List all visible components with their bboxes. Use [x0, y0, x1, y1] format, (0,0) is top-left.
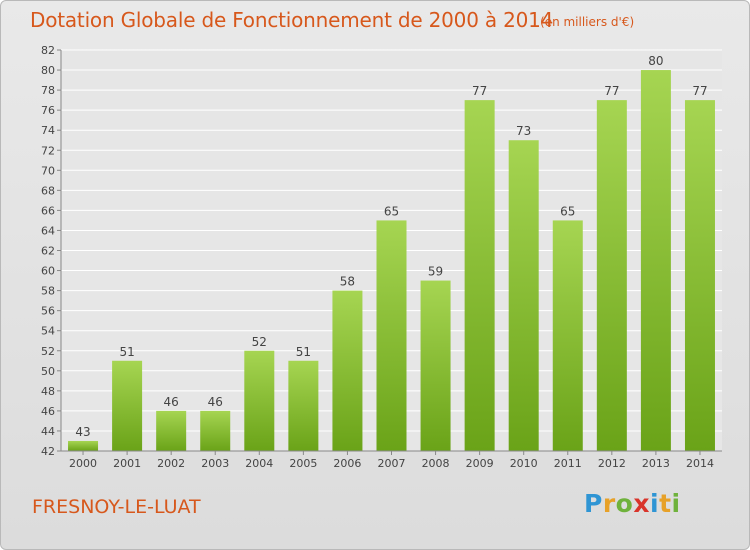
logo-letter: r: [602, 489, 616, 518]
y-tick-label: 48: [41, 385, 55, 398]
y-tick-label: 70: [41, 164, 55, 177]
bar-value-label: 65: [384, 204, 399, 218]
bar-value-label: 65: [560, 204, 575, 218]
x-tick-label: 2008: [422, 457, 450, 470]
commune-name: FRESNOY-LE-LUAT: [32, 496, 201, 518]
y-tick-label: 52: [41, 345, 55, 358]
bar-2010: [508, 140, 539, 451]
x-tick-label: 2011: [554, 457, 582, 470]
bar-value-label: 46: [164, 395, 179, 409]
chart-title: Dotation Globale de Fonctionnement de 20…: [30, 8, 554, 32]
x-tick-label: 2002: [157, 457, 185, 470]
bars: 43 51 46 46 52 51 58 65 59 77 73 65 77 80 77: [68, 54, 715, 452]
bar-value-label: 51: [296, 345, 311, 359]
y-tick-label: 56: [41, 305, 55, 318]
y-tick-label: 76: [41, 104, 55, 117]
bar-value-label: 51: [119, 345, 134, 359]
bar-value-label: 73: [516, 124, 531, 138]
y-tick-label: 82: [41, 44, 55, 57]
y-tick-label: 42: [41, 445, 55, 458]
bar-value-label: 77: [692, 84, 707, 98]
x-tick-label: 2009: [466, 457, 494, 470]
bar-2003: [200, 410, 231, 451]
proxiti-logo: Proxiti: [584, 489, 681, 518]
x-tick-label: 2006: [333, 457, 361, 470]
y-tick-label: 46: [41, 405, 55, 418]
bar-2013: [640, 70, 671, 452]
x-tick-label: 2013: [642, 457, 670, 470]
bar-2014: [684, 100, 715, 451]
y-tick-label: 62: [41, 245, 55, 258]
bar-2005: [288, 360, 319, 451]
x-tick-label: 2014: [686, 457, 714, 470]
y-axis-ticks: 42 44 46 48 50 52 54 56 58 60 62 64 66 68 70 72 74 76 78 80…: [41, 44, 61, 458]
logo-letter: i: [650, 489, 660, 518]
bar-2009: [464, 100, 495, 451]
logo-letter: i: [671, 489, 681, 518]
bar-2007: [376, 220, 407, 451]
x-axis-ticks: 2000 2001 2002 2003 2004 2005 2006 2007 2008 2009…: [69, 451, 714, 470]
x-tick-label: 2003: [201, 457, 229, 470]
bar-value-label: 77: [604, 84, 619, 98]
bar-2000: [68, 440, 99, 451]
bar-value-label: 80: [648, 54, 663, 68]
y-tick-label: 68: [41, 184, 55, 197]
bar-2006: [332, 290, 363, 451]
chart-subtitle: (en milliers d'€): [540, 15, 635, 29]
bar-2011: [552, 220, 583, 451]
x-tick-label: 2001: [113, 457, 141, 470]
logo-letter: o: [615, 489, 634, 518]
logo-letter: x: [633, 489, 650, 518]
bar-2004: [244, 350, 275, 451]
bar-value-label: 52: [252, 335, 267, 349]
y-tick-label: 74: [41, 124, 55, 137]
x-tick-label: 2012: [598, 457, 626, 470]
bar-2012: [596, 100, 627, 451]
y-tick-label: 50: [41, 365, 55, 378]
bar-value-label: 59: [428, 265, 443, 279]
x-tick-label: 2007: [378, 457, 406, 470]
y-tick-label: 66: [41, 204, 55, 217]
x-tick-label: 2010: [510, 457, 538, 470]
bar-2008: [420, 280, 451, 451]
y-tick-label: 60: [41, 265, 55, 278]
bar-value-label: 58: [340, 275, 355, 289]
bar-2002: [156, 410, 187, 451]
y-tick-label: 44: [41, 425, 55, 438]
y-tick-label: 64: [41, 224, 55, 237]
x-tick-label: 2000: [69, 457, 97, 470]
bar-value-label: 43: [75, 425, 90, 439]
x-tick-label: 2005: [289, 457, 317, 470]
bar-2001: [112, 360, 143, 451]
logo-letter: P: [584, 489, 603, 518]
bar-value-label: 46: [208, 395, 223, 409]
logo-letter: t: [659, 489, 672, 518]
y-tick-label: 58: [41, 285, 55, 298]
y-tick-label: 80: [41, 64, 55, 77]
y-tick-label: 78: [41, 84, 55, 97]
y-tick-label: 72: [41, 144, 55, 157]
bar-value-label: 77: [472, 84, 487, 98]
y-tick-label: 54: [41, 325, 55, 338]
x-tick-label: 2004: [245, 457, 273, 470]
